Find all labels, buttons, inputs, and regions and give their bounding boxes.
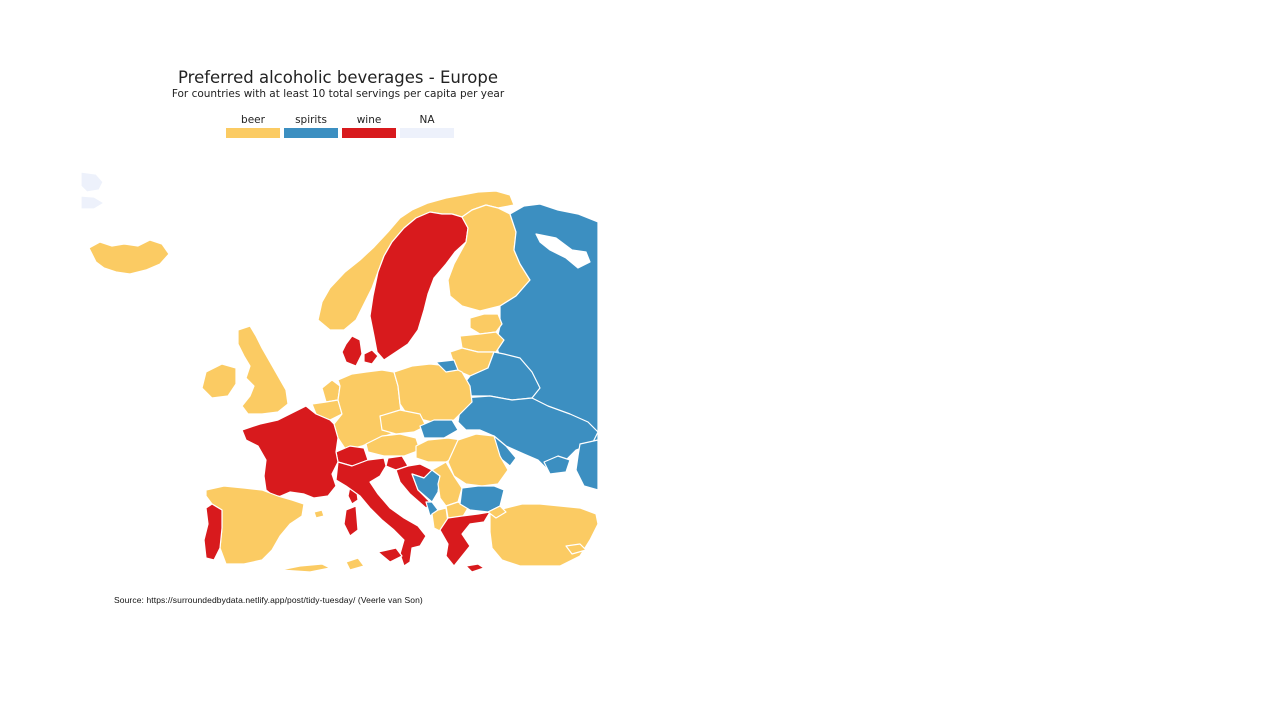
country-greece-crete (465, 563, 485, 572)
country-cyprus (565, 543, 587, 555)
country-iceland (88, 239, 170, 275)
country-portugal (203, 503, 223, 561)
region-kaliningrad (435, 359, 459, 373)
lake-inlet-1 (535, 233, 591, 269)
legend-swatch-wine (342, 128, 396, 138)
legend-label-wine: wine (356, 114, 382, 126)
map-subtitle: For countries with at least 10 total ser… (171, 88, 505, 100)
legend-label-na: NA (419, 114, 435, 126)
country-turkey-west (487, 505, 507, 519)
legend-swatch-spirits (284, 128, 338, 138)
country-netherlands (321, 379, 341, 403)
legend-item-spirits: spirits (284, 114, 338, 138)
country-slovakia (419, 419, 459, 439)
legend-swatch-beer (226, 128, 280, 138)
legend-label-beer: beer (241, 114, 265, 126)
region-svalbard-south (80, 195, 105, 210)
legend-item-beer: beer (226, 114, 280, 138)
legend-item-na: NA (400, 114, 454, 138)
country-estonia (469, 313, 503, 335)
country-ireland (201, 363, 237, 399)
europe-map (80, 171, 599, 572)
source-note: Source: https://surroundedbydata.netlify… (114, 595, 423, 605)
country-italy-sicily (377, 547, 403, 563)
country-turkey (489, 503, 599, 567)
legend-swatch-na (400, 128, 454, 138)
legend: beer spirits wine NA (226, 114, 454, 138)
legend-item-wine: wine (342, 114, 396, 138)
country-italy-sardinia (343, 505, 359, 537)
country-crimea (543, 455, 571, 475)
country-spain-balearics (313, 509, 325, 519)
country-france (241, 405, 339, 499)
country-italy (335, 457, 427, 567)
country-denmark-islands (363, 349, 379, 365)
map-title: Preferred alcoholic beverages - Europe (177, 68, 498, 87)
legend-label-spirits: spirits (295, 114, 327, 126)
region-north-africa-1 (279, 563, 331, 572)
region-caucasus (575, 439, 599, 491)
country-uk (237, 325, 289, 415)
country-czechia (379, 409, 427, 435)
country-greece (439, 511, 491, 567)
country-denmark (341, 335, 363, 367)
region-north-africa-2 (345, 557, 365, 571)
country-sweden (369, 211, 469, 361)
country-poland (393, 363, 473, 425)
region-svalbard (80, 171, 104, 193)
